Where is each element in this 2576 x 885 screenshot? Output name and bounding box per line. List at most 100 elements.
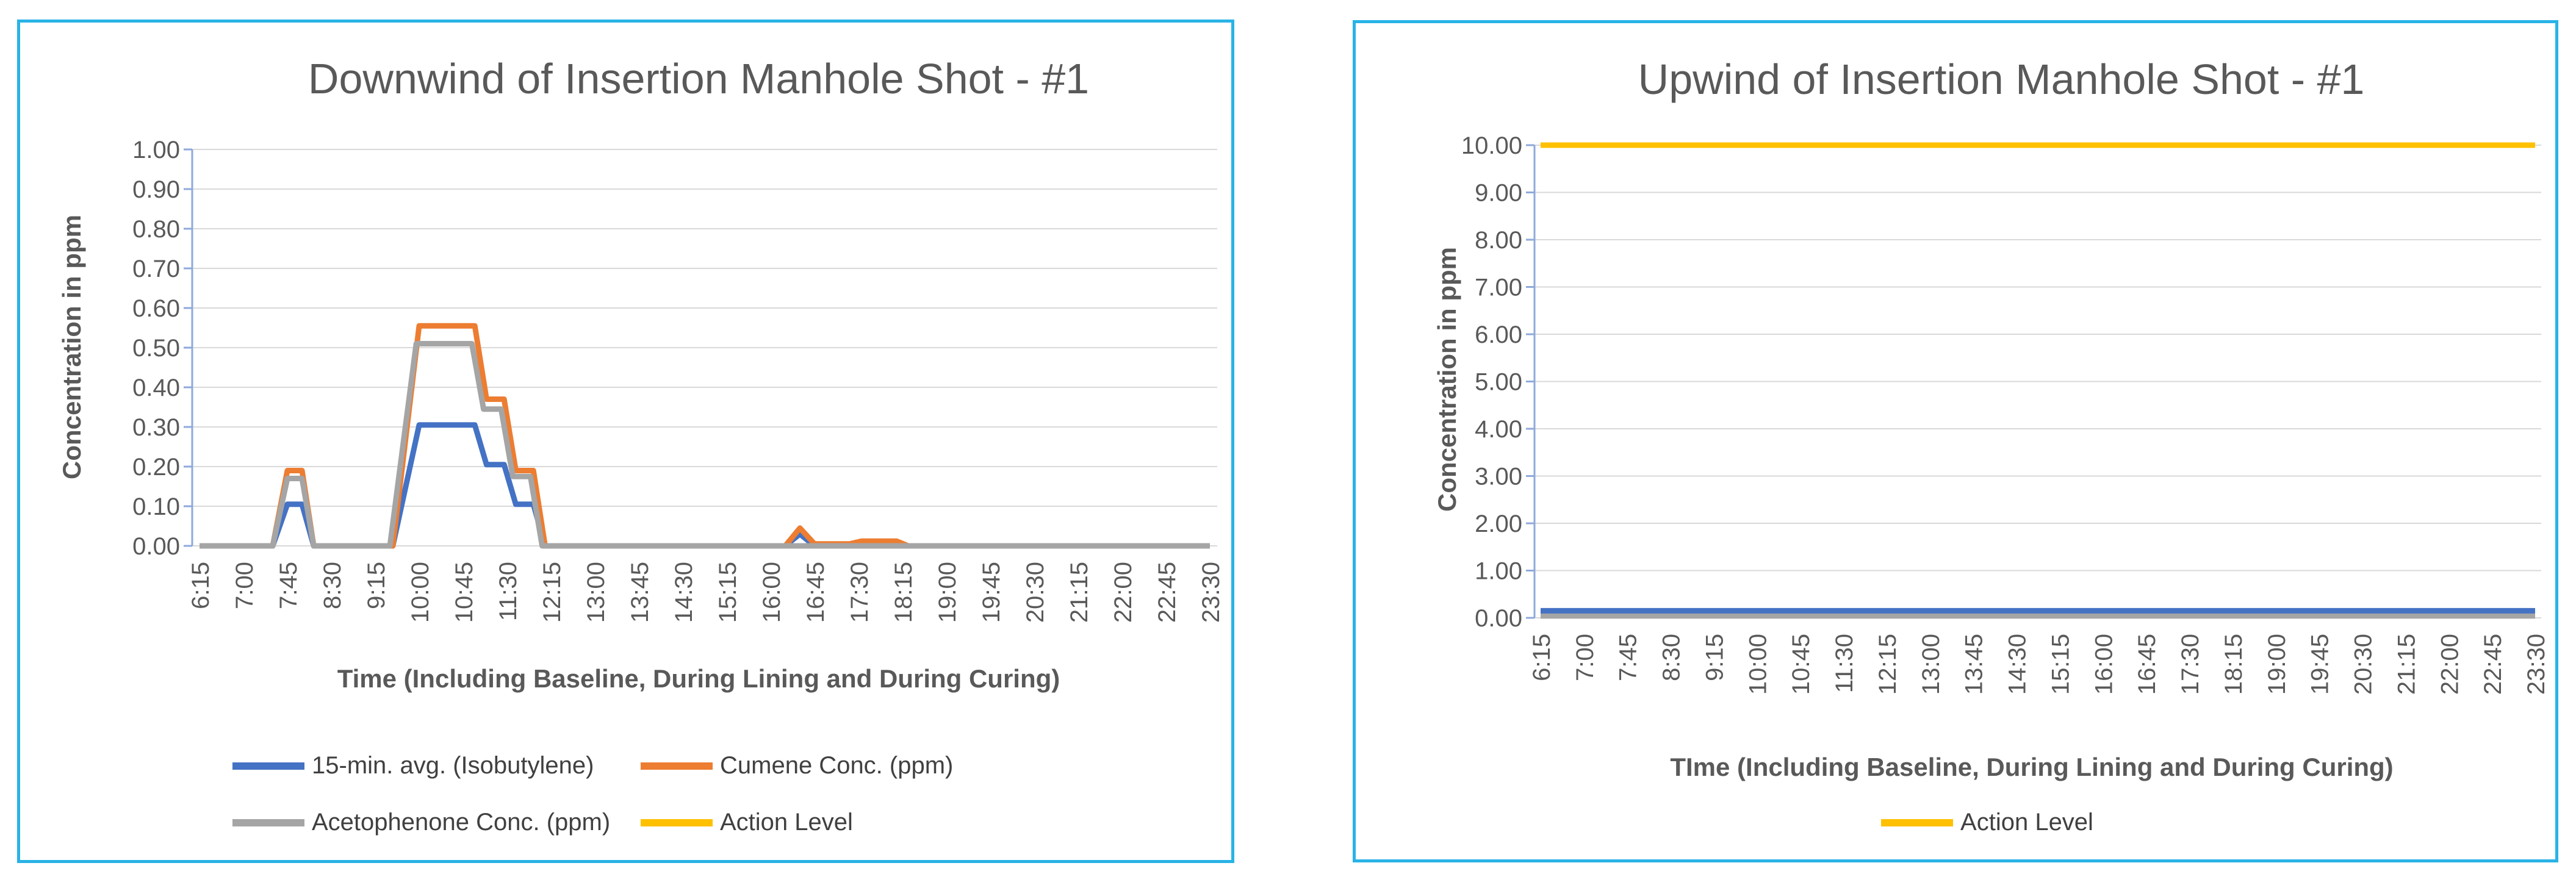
action-level-line-swatch <box>641 819 713 826</box>
svg-text:12:15: 12:15 <box>539 562 566 623</box>
downwind-x-axis-title: Time (Including Baseline, During Lining … <box>337 664 1060 693</box>
gridlines <box>1534 145 2541 618</box>
svg-text:14:30: 14:30 <box>2004 634 2031 695</box>
svg-text:14:30: 14:30 <box>671 562 697 623</box>
svg-text:8:30: 8:30 <box>1658 634 1685 681</box>
downwind-chart-plot: 0.00 0.10 0.20 0.30 0.40 0.50 0.60 0.70 0.80 0.90… <box>132 137 1225 623</box>
svg-text:22:45: 22:45 <box>1154 562 1181 623</box>
legend-label-cumene: Cumene Conc. (ppm) <box>720 752 954 779</box>
legend-label-acetophenone: Acetophenone Conc. (ppm) <box>312 809 611 836</box>
svg-text:11:30: 11:30 <box>495 562 522 621</box>
isobutylene-line-swatch <box>232 762 304 770</box>
svg-text:3.00: 3.00 <box>1475 464 1522 490</box>
svg-text:13:00: 13:00 <box>1918 634 1945 695</box>
acetophenone-line-swatch <box>232 819 304 826</box>
svg-text:15:15: 15:15 <box>714 562 741 623</box>
svg-text:10.00: 10.00 <box>1461 132 1522 159</box>
svg-text:0.10: 0.10 <box>132 493 180 520</box>
legend-item-cumene: Cumene Conc. (ppm) <box>641 752 953 779</box>
svg-text:0.20: 0.20 <box>132 454 180 481</box>
svg-text:12:15: 12:15 <box>1874 634 1901 695</box>
upwind-x-axis-title: TIme (Including Baseline, During Lining … <box>1670 753 2394 781</box>
svg-text:9:15: 9:15 <box>1701 634 1728 681</box>
svg-text:2.00: 2.00 <box>1475 511 1522 537</box>
upwind-chart-panel: Upwind of Insertion Manhole Shot - #1 Co… <box>1353 20 2558 862</box>
svg-text:0.80: 0.80 <box>132 216 180 243</box>
svg-text:15:15: 15:15 <box>2047 634 2074 695</box>
svg-text:6.00: 6.00 <box>1475 321 1522 348</box>
svg-text:16:45: 16:45 <box>2134 634 2160 695</box>
legend-item-isobutylene: 15-min. avg. (Isobutylene) <box>232 752 641 779</box>
svg-text:5.00: 5.00 <box>1475 369 1522 396</box>
svg-text:0.00: 0.00 <box>132 533 180 560</box>
svg-text:0.90: 0.90 <box>132 176 180 203</box>
series-lines <box>1541 142 2535 619</box>
svg-text:7:45: 7:45 <box>1615 634 1642 681</box>
svg-text:16:00: 16:00 <box>758 562 785 623</box>
legend-item-action-level: Action Level <box>1881 809 2093 836</box>
svg-text:8:30: 8:30 <box>319 562 346 609</box>
svg-text:13:45: 13:45 <box>627 562 653 623</box>
y-axis-tick-labels: 0.00 1.00 2.00 3.00 4.00 5.00 6.00 7.00 8.00 9.00… <box>1461 132 1522 632</box>
svg-text:20:30: 20:30 <box>2350 634 2377 695</box>
svg-text:9:15: 9:15 <box>363 562 390 609</box>
svg-text:18:15: 18:15 <box>890 562 917 623</box>
svg-text:0.40: 0.40 <box>132 374 180 401</box>
svg-text:0.50: 0.50 <box>132 335 180 362</box>
svg-text:0.70: 0.70 <box>132 256 180 282</box>
svg-text:16:45: 16:45 <box>802 562 829 623</box>
svg-text:22:45: 22:45 <box>2480 634 2506 695</box>
svg-text:22:00: 22:00 <box>1110 562 1137 623</box>
series-lines <box>200 323 1210 549</box>
svg-text:6:15: 6:15 <box>187 562 214 609</box>
svg-text:21:15: 21:15 <box>2393 634 2420 695</box>
legend-label-isobutylene: 15-min. avg. (Isobutylene) <box>312 752 594 779</box>
svg-text:19:00: 19:00 <box>2264 634 2290 695</box>
svg-text:20:30: 20:30 <box>1022 562 1049 623</box>
gridlines <box>192 149 1217 546</box>
svg-text:7:00: 7:00 <box>1572 634 1599 681</box>
svg-text:0.00: 0.00 <box>1475 605 1522 632</box>
downwind-chart-title: Downwind of Insertion Manhole Shot - #1 <box>308 55 1090 102</box>
legend-label-action-level: Action Level <box>720 809 853 836</box>
x-axis-tick-labels: 6:15 7:00 7:45 8:30 9:15 10:00 10:45 11:30 12:15… <box>1528 634 2550 695</box>
action-level-line-swatch <box>1881 819 1954 826</box>
svg-text:0.60: 0.60 <box>132 295 180 322</box>
svg-text:7:00: 7:00 <box>231 562 258 609</box>
svg-text:18:15: 18:15 <box>2220 634 2247 695</box>
svg-text:7:45: 7:45 <box>275 562 302 609</box>
cumene-line-swatch <box>641 762 713 770</box>
svg-text:22:00: 22:00 <box>2436 634 2463 695</box>
upwind-chart-plot: 0.00 1.00 2.00 3.00 4.00 5.00 6.00 7.00 8.00 9.00… <box>1461 132 2550 695</box>
svg-text:13:45: 13:45 <box>1961 634 1988 695</box>
legend-label-action-level: Action Level <box>1960 809 2093 836</box>
svg-text:17:30: 17:30 <box>2177 634 2204 695</box>
series-line-cumene-conc-ppm <box>200 323 1210 549</box>
svg-text:8.00: 8.00 <box>1475 227 1522 254</box>
svg-text:10:45: 10:45 <box>1788 634 1815 695</box>
svg-text:1.00: 1.00 <box>132 137 180 163</box>
svg-text:4.00: 4.00 <box>1475 416 1522 443</box>
svg-text:13:00: 13:00 <box>583 562 610 623</box>
x-axis-tick-labels: 6:15 7:00 7:45 8:30 9:15 10:00 10:45 11:30 12:15… <box>187 562 1225 623</box>
legend-item-action-level: Action Level <box>641 809 953 836</box>
legend-item-acetophenone: Acetophenone Conc. (ppm) <box>232 809 641 836</box>
svg-text:11:30: 11:30 <box>1831 634 1858 693</box>
svg-text:16:00: 16:00 <box>2090 634 2117 695</box>
svg-text:9.00: 9.00 <box>1475 180 1522 207</box>
svg-text:23:30: 23:30 <box>1198 562 1225 623</box>
svg-text:23:30: 23:30 <box>2523 634 2550 695</box>
svg-text:17:30: 17:30 <box>846 562 873 623</box>
upwind-chart-title: Upwind of Insertion Manhole Shot - #1 <box>1638 56 2365 103</box>
svg-text:21:15: 21:15 <box>1066 562 1093 623</box>
svg-text:19:45: 19:45 <box>2307 634 2334 695</box>
y-axis-ticks <box>184 148 192 547</box>
svg-text:0.30: 0.30 <box>132 414 180 441</box>
svg-text:19:45: 19:45 <box>978 562 1005 623</box>
svg-text:6:15: 6:15 <box>1528 634 1555 681</box>
upwind-legend: Action Level <box>1484 809 2491 836</box>
svg-text:10:45: 10:45 <box>451 562 478 623</box>
series-line-15-min-avg-isobutylene <box>200 422 1210 549</box>
downwind-chart-panel: Downwind of Insertion Manhole Shot - #1 … <box>17 20 1234 863</box>
